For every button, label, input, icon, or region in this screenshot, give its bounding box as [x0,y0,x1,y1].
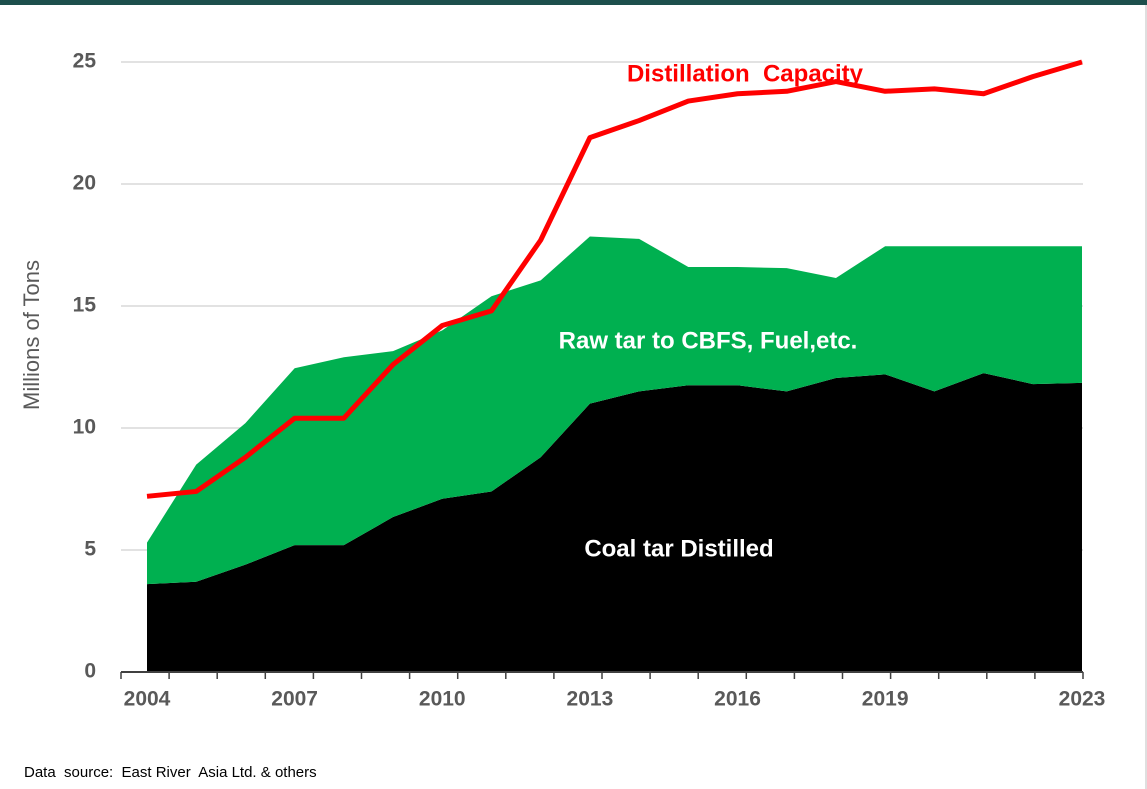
x-tick-label: 2016 [714,688,761,711]
source-note: Data source: East River Asia Ltd. & othe… [24,764,317,781]
y-axis-label: Millions of Tons [19,260,44,410]
x-tick-label: 2004 [124,688,171,711]
stacked-area [147,236,1082,585]
y-tick-label: 25 [73,50,97,73]
stacked-area [147,373,1082,672]
x-tick-label: 2023 [1059,688,1106,711]
top-stripe [0,0,1147,5]
y-tick-label: 5 [84,538,96,561]
series-label: Raw tar to CBFS, Fuel,etc. [559,327,858,354]
capacity-line [146,59,1083,499]
x-tick-label: 2013 [567,688,614,711]
y-tick-label: 0 [84,660,96,683]
y-tick-label: 10 [73,416,96,439]
series-label: Distillation Capacity [627,60,864,87]
x-tick-label: 2010 [419,688,466,711]
y-tick-label: 20 [73,172,96,195]
series-label: Coal tar Distilled [584,535,773,562]
x-tick-label: 2007 [271,688,318,711]
y-tick-label: 15 [73,294,97,317]
x-tick-label: 2019 [862,688,909,711]
